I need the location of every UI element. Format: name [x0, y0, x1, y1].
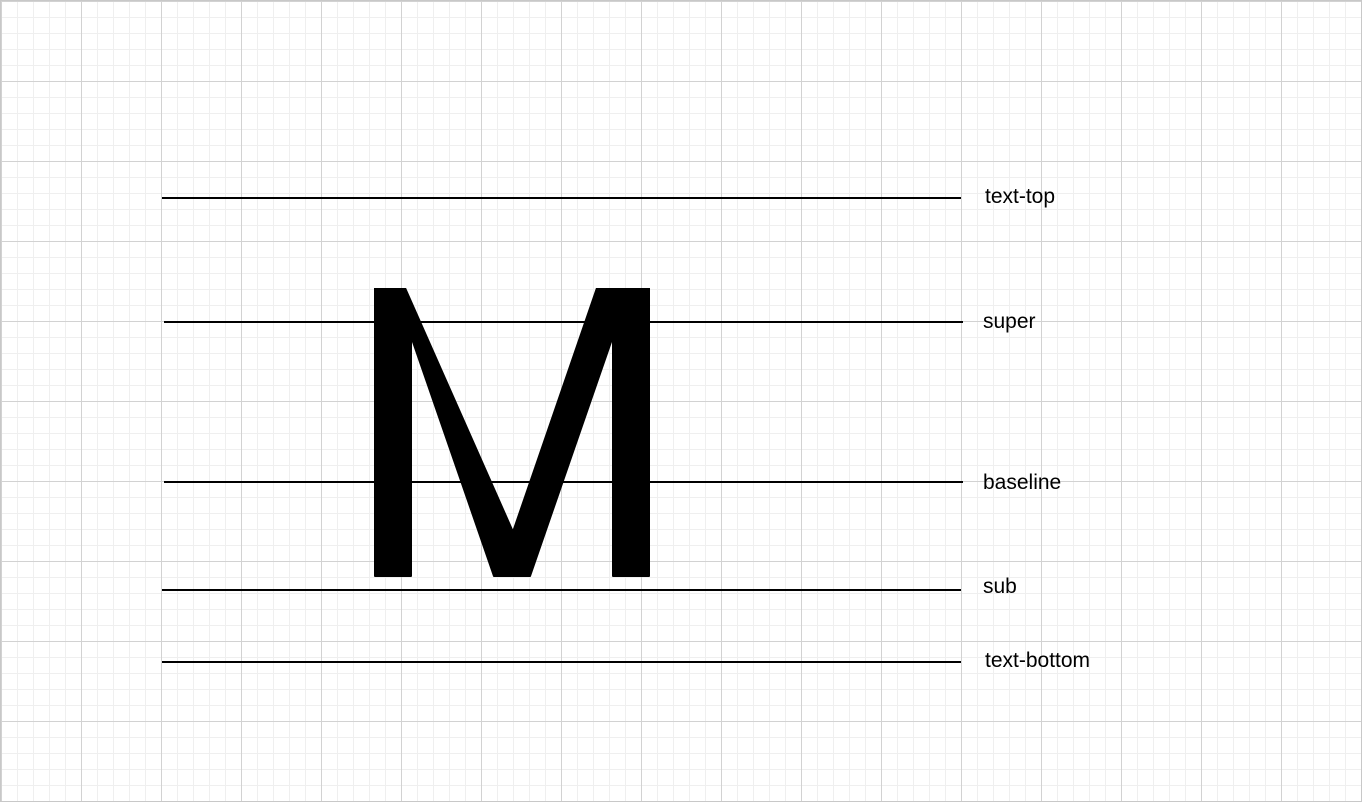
glyph-m: [374, 288, 650, 577]
label-sub: sub: [983, 575, 1017, 598]
guide-line-sub: [162, 589, 961, 591]
guide-line-text-bottom: [162, 661, 961, 663]
label-text-bottom: text-bottom: [985, 649, 1091, 672]
label-super: super: [983, 310, 1036, 333]
guide-line-super: [164, 321, 963, 323]
label-baseline: baseline: [983, 471, 1062, 494]
guide-line-text-top: [162, 197, 961, 199]
label-text-top: text-top: [985, 185, 1056, 208]
